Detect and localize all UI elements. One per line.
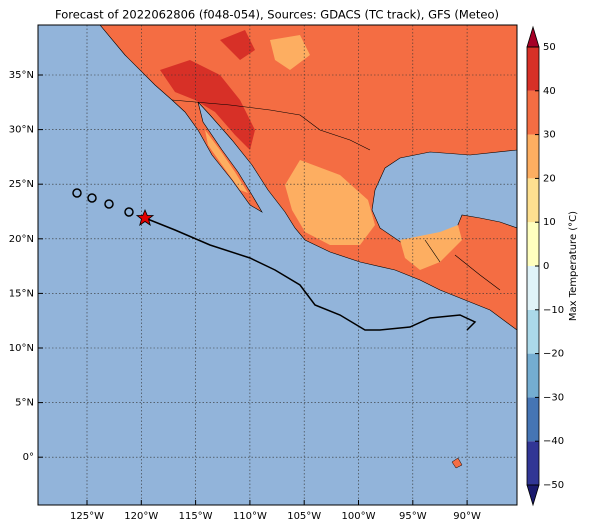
colorbar-tick-label: 30 (543, 130, 556, 141)
colorbar-tick-label: −10 (543, 305, 564, 316)
colorbar-over (526, 25, 540, 48)
colorbar-tick-label: 10 (543, 217, 556, 228)
lon-label: 120°W (124, 511, 158, 522)
current-position (135, 208, 155, 226)
graticule (38, 25, 517, 505)
colorbar-bin (527, 441, 539, 485)
lat-label: 10°N (9, 343, 34, 354)
colorbar-bin (527, 309, 539, 354)
tc-track (144, 217, 477, 331)
colorbar-under (526, 484, 540, 507)
lon-label: 90°W (453, 511, 481, 522)
colorbar-tick-label: −20 (543, 349, 564, 360)
colorbar-bin (527, 397, 539, 442)
colorbar-bin (527, 178, 539, 223)
title: Forecast of 2022062806 (f048-054), Sourc… (55, 8, 499, 22)
colorbar-tick-label: 40 (543, 86, 556, 97)
colorbar-bin (527, 134, 539, 179)
lat-label: 5°N (15, 398, 34, 409)
lon-label: 110°W (233, 511, 267, 522)
past-positions (72, 188, 134, 217)
colorbar-bin (527, 90, 539, 135)
colorbar-tick-label: 20 (543, 173, 556, 184)
island (451, 457, 463, 469)
colorbar-tick-label: −50 (543, 480, 564, 491)
lon-label: 105°W (287, 511, 321, 522)
cooler-land (205, 35, 462, 270)
colorbar-bin (527, 222, 539, 266)
lat-label: 15°N (9, 288, 34, 299)
lat-label: 25°N (9, 179, 34, 190)
lon-label: 125°W (70, 511, 104, 522)
borders (171, 99, 501, 291)
colorbar-bin (527, 47, 539, 91)
lon-label: 95°W (399, 511, 427, 522)
colorbar-tick-label: −30 (543, 392, 564, 403)
lon-label: 115°W (179, 511, 213, 522)
lat-label: 0° (23, 452, 34, 463)
colorbar-tick-label: 50 (543, 42, 556, 53)
colorbar-tick-label: −40 (543, 436, 564, 447)
hot-land (160, 30, 255, 150)
lat-label: 20°N (9, 234, 34, 245)
lat-label: 35°N (9, 70, 34, 81)
lon-label: 100°W (342, 511, 376, 522)
colorbar-label: Max Temperature (°C) (568, 211, 579, 321)
map-area (38, 25, 517, 505)
colorbar-tick-label: 0 (543, 261, 549, 272)
frame (37, 24, 518, 506)
colorbar-bin (527, 266, 539, 310)
lat-label: 30°N (9, 125, 34, 136)
colorbar-bin (527, 353, 539, 398)
